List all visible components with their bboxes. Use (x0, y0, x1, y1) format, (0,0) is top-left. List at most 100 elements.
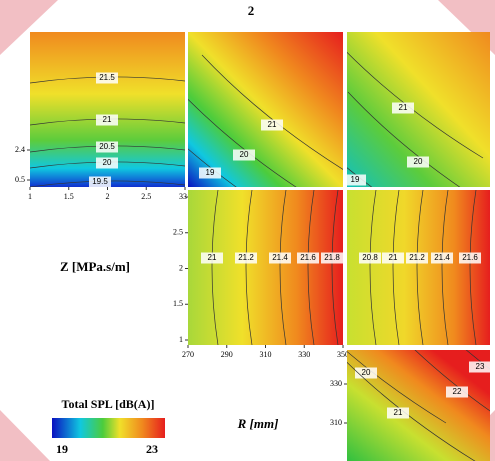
contour-line (347, 51, 484, 159)
contour-label: 21 (394, 408, 403, 417)
contour-label: 21.6 (462, 253, 478, 262)
contour-label-box (392, 102, 414, 114)
contour-panel: 21 20 19 (347, 32, 490, 187)
colorbar-max: 23 (146, 442, 158, 456)
contour-line (347, 91, 461, 187)
y-tick-label: 2 (179, 263, 183, 272)
contour-label: 21 (208, 253, 217, 262)
contour-label-box (269, 252, 291, 264)
y-axis-label: Z [MPa.s/m] (60, 259, 130, 274)
x-tick-label: 290 (221, 350, 233, 359)
contour-label: 19.5 (92, 177, 108, 186)
contour-label-box (96, 157, 118, 169)
contour-line (245, 190, 253, 345)
contour-label: 20 (362, 368, 371, 377)
contour-label-box (261, 119, 283, 131)
x-tick-label: 1.5 (64, 192, 74, 201)
contour-panel: 20.8 21 21.2 21.4 21.6 (347, 190, 490, 345)
y-tick-label: 310 (330, 418, 342, 427)
contour-panel: 21 20 19 (188, 32, 343, 187)
x-tick-label: 1 (28, 192, 32, 201)
contour-label-box (89, 176, 111, 187)
contour-label-box (382, 252, 404, 264)
contour-label-box (359, 252, 381, 264)
contour-label: 21.5 (99, 73, 115, 82)
contour-label: 21 (103, 115, 112, 124)
contour-line (201, 54, 343, 170)
figure-title: 2 (248, 3, 255, 18)
contour-line (414, 350, 490, 412)
contour-label: 19 (206, 168, 215, 177)
x-tick-label: 310 (260, 350, 272, 359)
y-tick-label: 1 (179, 335, 183, 344)
contour-line (211, 190, 219, 345)
contour-line (331, 190, 339, 345)
contour-line (347, 167, 373, 187)
contour-line (416, 190, 424, 345)
contour-label: 20 (414, 157, 423, 166)
contour-label: 21.8 (324, 253, 340, 262)
colorbar-title: Total SPL [dB(A)] (62, 397, 155, 411)
x-tick-label: 2 (106, 192, 110, 201)
x-tick-label: 2.5 (141, 192, 151, 201)
y-tick-label: 2.4 (15, 145, 25, 154)
colorbar-min: 19 (56, 442, 68, 456)
contour-label: 21 (399, 103, 408, 112)
contour-label: 20.8 (362, 253, 378, 262)
panel-fill (188, 32, 343, 187)
panel-fill (347, 190, 490, 345)
contour-line (469, 190, 477, 345)
contour-label-box (407, 156, 429, 168)
contour-line (441, 190, 449, 345)
y-tick-label: 0.5 (15, 175, 25, 184)
contour-label: 20.5 (99, 142, 115, 151)
contour-label-box (469, 361, 490, 373)
contour-label-box (459, 252, 481, 264)
y-tick-label: 1.5 (173, 299, 183, 308)
contour-label: 21.4 (272, 253, 288, 262)
contour-label: 23 (476, 362, 485, 371)
contour-line (307, 190, 315, 345)
contour-label-box (431, 252, 453, 264)
colorbar (52, 418, 165, 438)
contour-label: 20 (240, 150, 249, 159)
y-tick-label: 330 (330, 379, 342, 388)
contour-line (392, 190, 400, 345)
contour-label: 21.2 (238, 253, 254, 262)
x-tick-label: 3 (183, 192, 187, 201)
x-tick-label: 350 (337, 350, 349, 359)
contour-label: 22 (453, 387, 462, 396)
contour-label-box (235, 252, 257, 264)
contour-panel: 21.5 21 20.5 20 19.5 (30, 32, 185, 187)
contour-label-box (406, 252, 428, 264)
contour-line (369, 190, 377, 345)
contour-label-box (96, 141, 118, 153)
contour-label-box (387, 407, 409, 419)
contour-label-box (96, 72, 118, 84)
contour-label-box (96, 114, 118, 126)
contour-line (347, 351, 447, 424)
contour-label: 21 (268, 120, 277, 129)
y-tick-label: 3 (179, 192, 183, 201)
contour-label-box (297, 252, 319, 264)
contour-panel: 21 21.2 21.4 21.6 21.8 (188, 190, 343, 345)
contour-panel: 20 21 22 23 (347, 350, 490, 461)
contour-line (465, 350, 490, 370)
contour-label: 21.4 (434, 253, 450, 262)
contour-line (279, 190, 287, 345)
contour-label: 19 (351, 175, 360, 184)
y-tick-label: 2.5 (173, 228, 183, 237)
contour-line (188, 98, 297, 187)
contour-label: 21.6 (300, 253, 316, 262)
contour-line (188, 148, 237, 187)
contour-label: 20 (103, 158, 112, 167)
contour-label-box (233, 149, 255, 161)
contour-label-box (201, 252, 223, 264)
contour-label-box (347, 174, 366, 186)
contour-label-box (321, 252, 343, 264)
contour-label: 21 (389, 253, 398, 262)
contour-label-box (199, 167, 221, 179)
x-axis-label: R [mm] (237, 416, 279, 431)
x-tick-label: 270 (182, 350, 194, 359)
